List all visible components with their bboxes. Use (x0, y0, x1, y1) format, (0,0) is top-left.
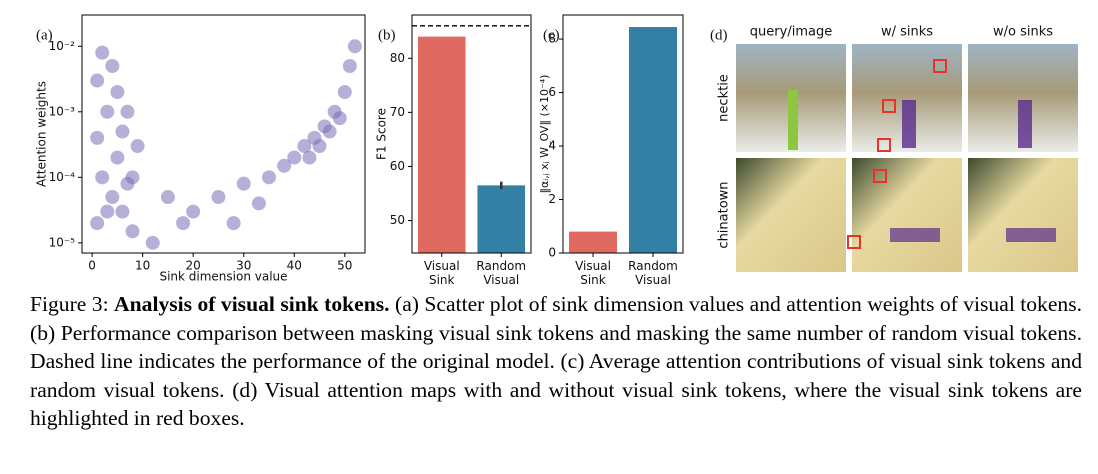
bar (477, 185, 526, 253)
y-tick-label: 2 (548, 192, 556, 206)
y-tick-label: 10⁻² (49, 39, 76, 53)
point (120, 176, 135, 191)
y-tick-label: 6 (548, 85, 556, 99)
x-tick-label: 40 (287, 259, 302, 273)
caption-title: Analysis of visual sink tokens. (114, 292, 390, 316)
y-tick-label: 50 (390, 213, 405, 227)
y-tick-label: 10⁻⁴ (49, 170, 76, 184)
point (226, 216, 241, 231)
point (332, 111, 347, 126)
x-tick-label: Visual Sink (424, 259, 460, 286)
y-tick-label: 8 (548, 32, 556, 46)
point (312, 139, 327, 154)
image (852, 158, 962, 272)
point (342, 58, 357, 73)
y-tick-label: 80 (390, 51, 405, 65)
point (297, 139, 312, 154)
column-header: query/image (750, 25, 832, 40)
point (100, 204, 115, 219)
y-tick-label: 10⁻³ (49, 104, 76, 118)
x-tick-label: 30 (236, 259, 251, 273)
y-tick-label: 4 (548, 139, 556, 153)
attention-region (902, 100, 916, 148)
point (337, 85, 352, 100)
point (302, 150, 317, 165)
y-tick-label: 0 (548, 246, 556, 260)
point (90, 130, 105, 145)
row-label: chinatown (717, 181, 732, 248)
point (347, 39, 362, 54)
attention-region (890, 228, 940, 242)
x-tick-label: 50 (337, 259, 352, 273)
bar (569, 231, 617, 253)
point (90, 73, 105, 88)
point (130, 139, 145, 154)
y-axis-label: F1 Score (375, 108, 389, 160)
x-tick-label: Random Visual (628, 259, 678, 286)
axes-frame (411, 14, 532, 254)
image (736, 158, 846, 272)
point (261, 170, 276, 185)
panel-label: (c) (543, 27, 560, 43)
bar (629, 27, 677, 254)
point (125, 224, 140, 239)
point (176, 216, 191, 231)
x-tick-label: 0 (88, 259, 96, 273)
point (211, 190, 226, 205)
point (145, 235, 160, 250)
attention-region (1018, 100, 1032, 148)
x-axis-label: Sink dimension value (159, 270, 287, 284)
point (277, 158, 292, 173)
axes-frame (81, 14, 366, 254)
point (322, 124, 337, 139)
point (236, 176, 251, 191)
caption: Figure 3: Analysis of visual sink tokens… (30, 290, 1082, 433)
row-label: necktie (717, 74, 732, 122)
y-tick-label: 70 (390, 105, 405, 119)
column-header: w/o sinks (993, 25, 1053, 40)
caption-label: Figure 3: (30, 292, 109, 316)
point (186, 204, 201, 219)
sink-boxes (847, 59, 947, 249)
point (95, 170, 110, 185)
point (160, 190, 175, 205)
point (251, 196, 266, 211)
y-axis-label: Attention weights (35, 81, 49, 187)
x-tick-label: 20 (186, 259, 201, 273)
point (120, 104, 135, 119)
panel-label: (d) (710, 27, 728, 43)
x-tick-label: Random Visual (476, 259, 526, 286)
y-tick-label: 60 (390, 159, 405, 173)
y-axis-label: ‖αᵢ,ⱼ xⱼ W_OV‖ (×10⁻⁴) (538, 75, 551, 194)
necktie (788, 90, 798, 150)
bar (417, 36, 466, 253)
panel-label: (b) (378, 27, 396, 43)
point (95, 45, 110, 60)
attention-region (1006, 228, 1056, 242)
x-tick-label: 10 (135, 259, 150, 273)
image (968, 158, 1078, 272)
axes-frame (562, 14, 684, 254)
y-tick-label: 10⁻⁵ (49, 235, 76, 249)
point (287, 150, 302, 165)
column-header: w/ sinks (881, 25, 933, 40)
point (100, 104, 115, 119)
point (110, 85, 125, 100)
point (115, 124, 130, 139)
point (115, 204, 130, 219)
point (110, 150, 125, 165)
x-tick-label: Visual Sink (575, 259, 611, 286)
panel-label: (a) (36, 27, 53, 43)
point (105, 190, 120, 205)
attention-maps (736, 44, 1078, 272)
caption-text: (a) Scatter plot of sink dimension value… (30, 292, 1083, 431)
point (90, 216, 105, 231)
point (105, 58, 120, 73)
